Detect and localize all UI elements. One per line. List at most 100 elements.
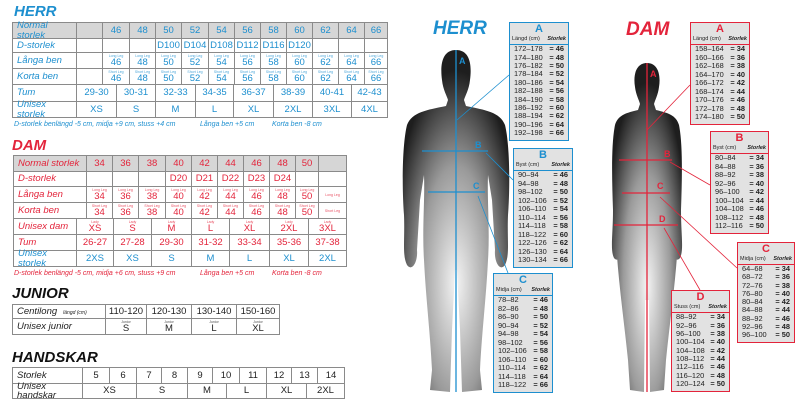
measure-range: 184–190 [514,94,543,104]
measure-row: 122–126 = 62 [514,238,572,247]
cell-value: 30-31 [123,87,149,99]
measure-size: = 56 [553,212,568,222]
size-cell: 30-31 [116,84,156,102]
measure-row: 172–178 = 48 [691,104,749,113]
cell-value: 3XL [323,103,341,115]
size-cell [338,38,365,53]
cell-value: 50 [301,190,313,202]
size-cell: Long Leg 46 [243,186,270,203]
measure-row: 98–102 = 56 [494,337,552,347]
size-cell: D22 [217,171,244,187]
size-cell: 4XL [351,101,388,118]
cell-tag: Lady [206,219,215,224]
size-cell: M [191,250,230,267]
cell-value: 46 [251,190,262,202]
cell-value: D-storlek [18,173,57,185]
measure-range: 80–84 [715,153,736,163]
female-measure-lines [614,63,738,392]
measure-size: = 64 [533,371,548,381]
cell-value: 2XL [284,103,302,115]
cell-value: 46 [110,72,122,84]
measure-label: Byst (cm) [516,162,540,168]
measure-row: 118–122 = 66 [494,379,552,389]
measure-range: 92–96 [742,321,763,331]
measure-size: = 58 [553,221,568,231]
measure-row: 84–88 = 44 [738,306,794,314]
cell-value: 12 [273,369,285,381]
size-cell: 2XL [273,101,313,118]
measure-row: 80–84 = 42 [738,297,794,307]
measure-row: 190–196 = 64 [510,120,568,129]
size-cell: 11 [239,367,267,384]
cell-value: D104 [183,39,207,51]
cell-value: 48 [277,206,288,218]
measure-range: 168–174 [695,86,724,96]
cell-value: 40 [173,190,184,202]
measure-row: 106–110 = 60 [494,355,552,364]
size-cell: Short Leg 48 [129,68,156,85]
measure-range: 80–84 [742,297,763,307]
measure-size: = 52 [533,320,548,330]
dam-note-korta: Korta ben -8 cm [272,270,322,277]
cell-value: 120-130 [151,305,187,317]
measure-size: = 50 [533,312,548,322]
measure-row: 174–180 = 50 [691,111,749,121]
cell-tag: Lady [167,219,176,224]
measure-range: 172–178 [514,44,543,54]
measure-range: 118–122 [498,379,527,389]
measure-label: Stuss (cm) [674,304,701,310]
dam-note-d: D-storlek benlängd -5 cm, midja +6 cm, s… [14,270,176,277]
measure-size: = 34 [775,264,790,274]
size-cell: 9 [187,367,213,384]
cell-value: 2XL [280,222,298,234]
cell-tag: Short Leg [196,203,213,208]
measure-size: = 56 [533,337,548,347]
label-wrap: Centilong längd (cm) [17,307,87,317]
cell-value: Tum [17,87,36,99]
cell-tag: Long Leg [344,53,359,58]
measure-label: Midja (cm) [496,287,522,293]
cell-tag: Junior [209,319,219,324]
cell-tag: Junior [121,319,131,324]
cell-value: 40 [173,206,184,218]
cell-value: 66 [370,72,382,84]
row-label: Centilong längd (cm) [12,304,106,319]
size-cell: Short Leg 58 [260,68,287,85]
size-cell: XL [266,383,307,399]
cell-value: 8 [171,369,178,381]
size-cell: XS [82,383,137,399]
measurement-box: C Midja (cm) Storlek 78–82 = 46 82–86 = 48 86–9… [493,273,553,393]
measure-range: 182–188 [514,86,543,96]
size-cell: Junior M [146,318,192,335]
size-cell: 10 [212,367,240,384]
size-cell: Long Leg 54 [208,52,235,69]
box-subheader: Byst (cm) Storlek [711,144,768,155]
measure-range: 90–94 [518,170,539,180]
size-cell: 12 [266,367,292,384]
cell-tag: Lady [128,219,137,224]
measure-size: = 48 [549,52,564,62]
size-cell: D100 [155,38,182,53]
box-letter: C [762,243,770,255]
measure-row: 102–106 = 58 [494,346,552,355]
measure-size: = 38 [730,61,745,71]
measure-range: 188–194 [514,111,543,121]
measure-size: = 50 [730,111,745,121]
junior-table-title: JUNIOR [12,285,69,302]
cell-value: 62 [320,56,331,68]
measure-row: 88–92 = 46 [738,314,794,323]
measure-size: = 50 [553,187,568,197]
cell-value: 52 [189,72,201,84]
measure-size: = 40 [749,178,764,188]
cell-value: D20 [169,173,188,185]
dam-figure-title: DAM [626,19,670,40]
size-cell: Long Leg 48 [269,186,296,203]
size-cell: Lady XL [229,218,270,235]
cell-value: 33-34 [237,236,262,248]
cell-tag: Long Leg [368,53,384,58]
measurement-box: C Midja (cm) Storlek 64–68 = 34 68–72 = 36 72–7… [737,242,795,343]
measure-size: = 40 [775,288,790,298]
box-subheader: Längd (cm) Storlek [691,35,749,46]
cell-tag: Short Leg [222,203,239,208]
measure-row: 104–108 = 46 [711,204,768,213]
